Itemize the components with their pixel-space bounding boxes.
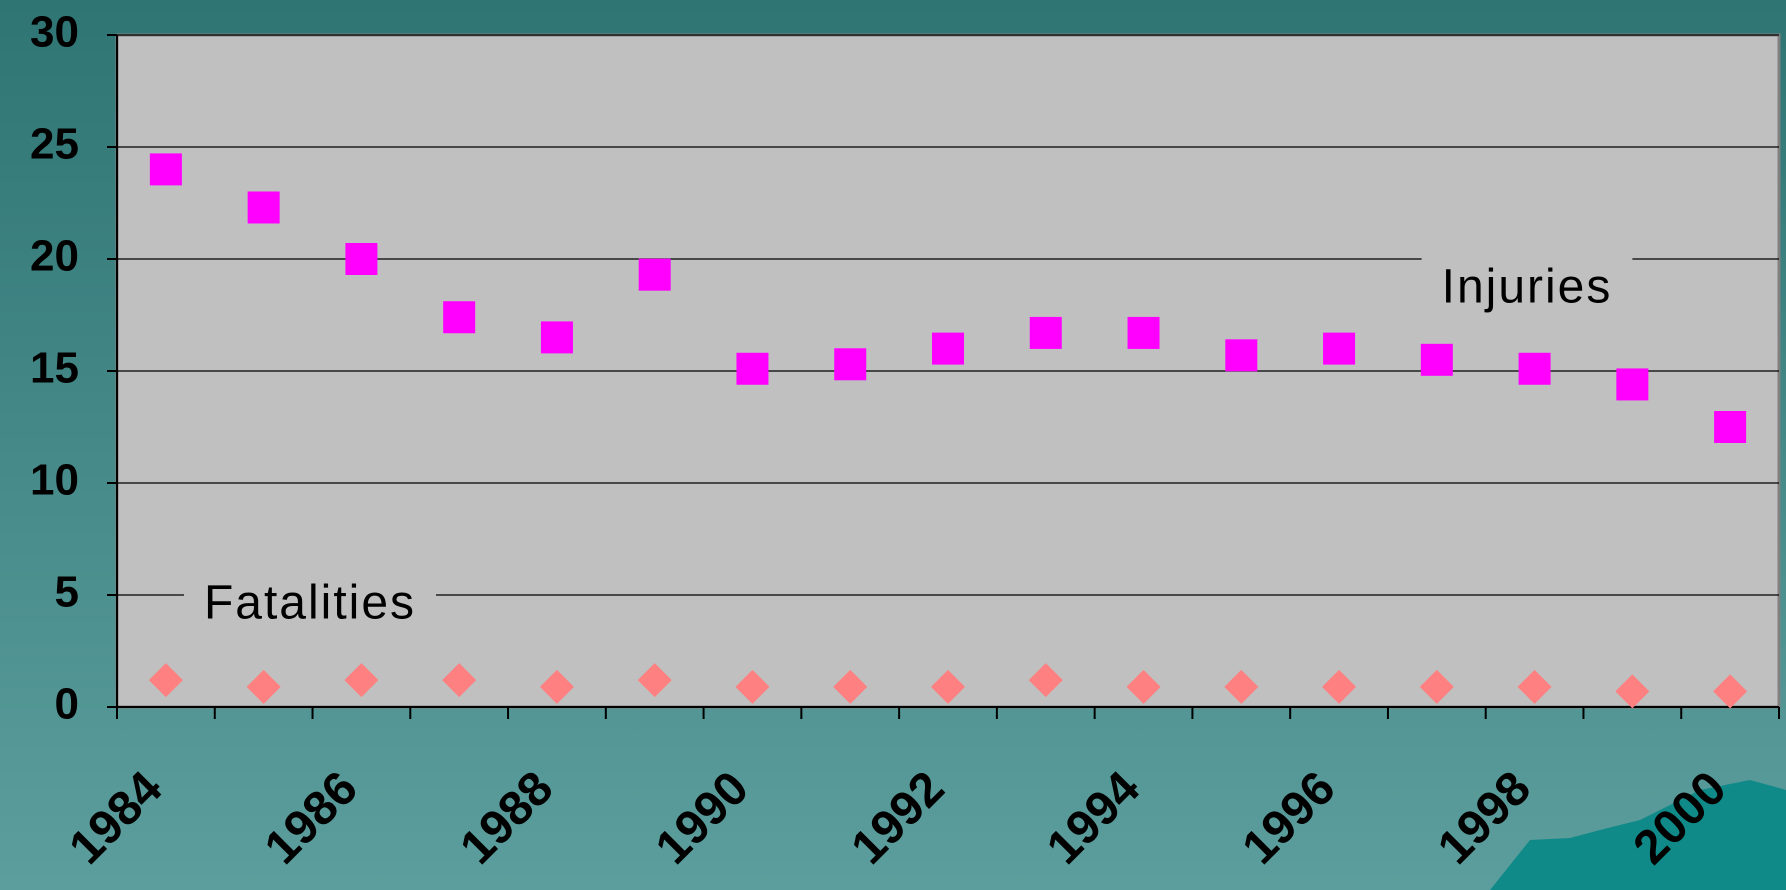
marker: [1225, 339, 1257, 371]
marker: [443, 301, 475, 333]
marker: [736, 353, 768, 385]
y-tick-label: 30: [30, 8, 79, 57]
y-tick-label: 25: [30, 120, 79, 169]
y-tick-label: 20: [30, 232, 79, 281]
marker: [1030, 317, 1062, 349]
marker: [345, 243, 377, 275]
y-tick-label: 10: [30, 456, 79, 505]
marker: [150, 153, 182, 185]
marker: [932, 333, 964, 365]
marker: [541, 321, 573, 353]
marker: [1616, 368, 1648, 400]
marker: [1519, 353, 1551, 385]
marker: [1714, 411, 1746, 443]
marker: [1323, 333, 1355, 365]
marker: [639, 259, 671, 291]
marker: [248, 191, 280, 223]
marker: [834, 348, 866, 380]
chart: 0510152025301984198619881990199219941996…: [0, 0, 1786, 890]
y-tick-label: 15: [30, 344, 79, 393]
series-label: Fatalities: [204, 577, 416, 630]
marker: [1128, 317, 1160, 349]
marker: [1421, 344, 1453, 376]
y-tick-label: 0: [55, 680, 79, 729]
y-tick-label: 5: [55, 568, 79, 617]
series-label: Injuries: [1442, 261, 1613, 314]
